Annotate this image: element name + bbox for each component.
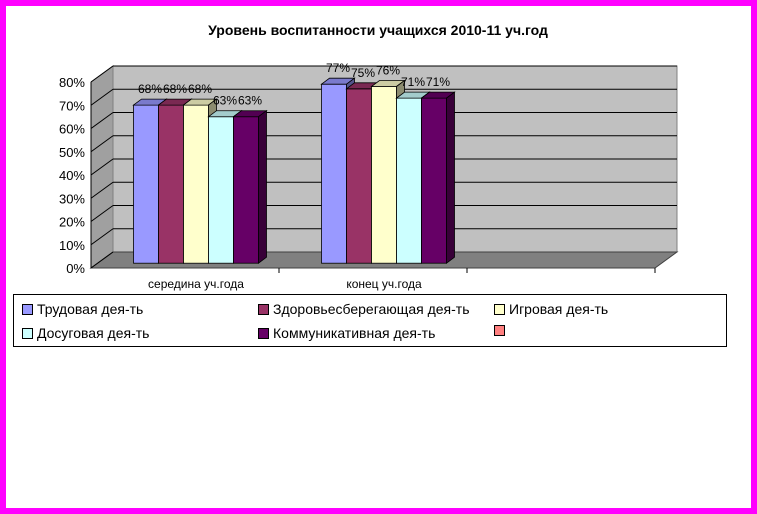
data-label: 68% [163, 82, 187, 96]
bar [233, 116, 259, 264]
legend-swatch [22, 303, 33, 315]
legend-item: Коммуникативная дея-ть [258, 325, 435, 341]
legend-label: Здоровьесберегающая дея-ть [273, 301, 470, 317]
bar-side [258, 109, 267, 265]
gridline-side [90, 205, 114, 222]
legend-item [494, 325, 509, 336]
data-label: 71% [401, 75, 425, 89]
y-tick-label: 60% [59, 122, 85, 137]
gridline-side [90, 112, 114, 129]
data-label: 75% [351, 66, 375, 80]
data-label: 77% [326, 61, 350, 75]
y-tick-label: 10% [59, 238, 85, 253]
legend-item: Трудовая дея-ть [22, 301, 143, 317]
y-tick-label: 0% [66, 261, 85, 276]
legend-label: Игровая дея-ть [509, 301, 609, 317]
data-label: 76% [376, 64, 400, 78]
gridline-side [90, 158, 114, 176]
legend-label: Коммуникативная дея-ть [273, 325, 436, 341]
y-tick-label: 50% [59, 145, 85, 160]
legend-swatch [494, 303, 505, 315]
legend-item: Досуговая дея-ть [22, 325, 149, 341]
y-tick-label: 70% [59, 98, 85, 113]
data-label: 68% [138, 82, 162, 96]
bar [396, 97, 422, 264]
y-tick-label: 30% [59, 191, 85, 206]
bar [183, 104, 209, 264]
y-tick-label: 80% [59, 75, 85, 90]
bar [421, 97, 447, 264]
legend-swatch [258, 303, 269, 315]
data-label: 71% [426, 75, 450, 89]
data-label: 63% [213, 94, 237, 108]
legend-item: Игровая дея-ть [494, 301, 608, 317]
bar [371, 86, 397, 264]
y-tick-label: 40% [59, 168, 85, 183]
bar-side [446, 91, 455, 265]
data-label: 63% [238, 94, 262, 108]
gridline-side [90, 181, 114, 199]
gridline-side [90, 88, 114, 106]
legend-item: Здоровьесберегающая дея-ть [258, 301, 470, 317]
gridline-side [90, 65, 114, 83]
legend-swatch [494, 325, 505, 336]
legend-swatch [22, 327, 33, 339]
legend-label: Досуговая дея-ть [37, 325, 150, 341]
data-label: 68% [188, 82, 212, 96]
x-tick-label: середина уч.года [148, 277, 244, 291]
legend-label: Трудовая дея-ть [37, 301, 144, 317]
legend: Трудовая дея-ть Здоровьесберегающая дея-… [13, 294, 727, 347]
bar [208, 116, 234, 264]
legend-swatch [258, 327, 269, 339]
bar [133, 104, 159, 264]
bar [158, 104, 184, 264]
bar [346, 88, 372, 264]
gridline-side [90, 251, 114, 269]
y-tick-label: 20% [59, 215, 85, 230]
x-tick-label: конец уч.года [346, 277, 422, 291]
bar [321, 83, 347, 264]
gridline-side [90, 135, 114, 153]
gridline-side [90, 228, 114, 246]
chart-title: Уровень воспитанности учащихся 2010-11 у… [208, 22, 548, 38]
